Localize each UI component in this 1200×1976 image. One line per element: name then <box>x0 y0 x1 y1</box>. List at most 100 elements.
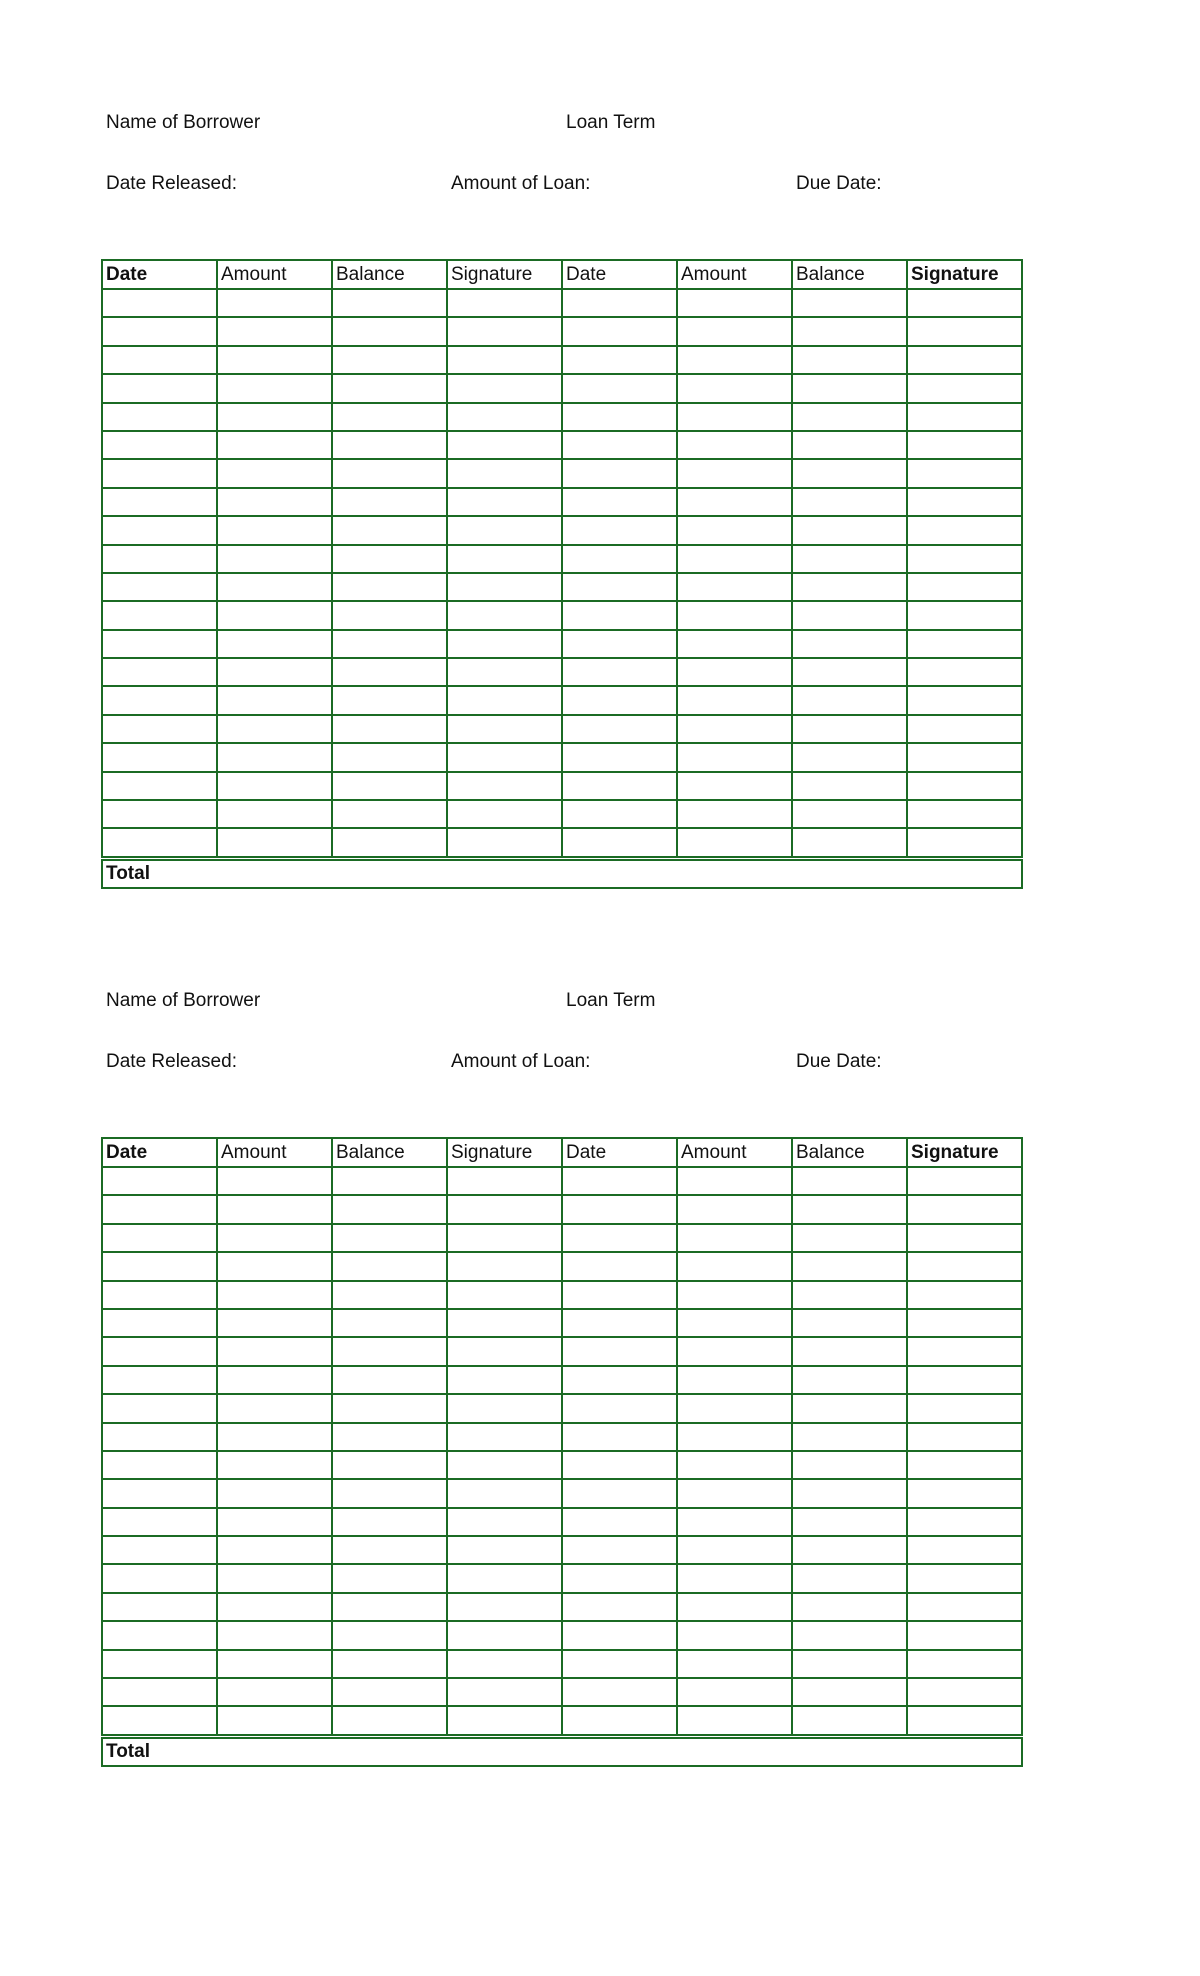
table-cell[interactable] <box>331 543 448 574</box>
table-cell[interactable] <box>561 827 678 860</box>
table-cell[interactable] <box>101 543 218 574</box>
table-cell[interactable] <box>676 486 793 518</box>
table-cell[interactable] <box>906 458 1023 489</box>
table-cell[interactable] <box>676 799 793 830</box>
table-cell[interactable] <box>676 1620 793 1651</box>
table-cell[interactable] <box>676 713 793 745</box>
table-cell[interactable] <box>446 600 563 631</box>
table-cell[interactable] <box>906 486 1023 518</box>
table-cell[interactable] <box>906 1279 1023 1310</box>
table-cell[interactable] <box>216 1364 333 1396</box>
table-cell[interactable] <box>906 713 1023 745</box>
table-cell[interactable] <box>446 1620 563 1651</box>
table-cell[interactable] <box>216 1620 333 1651</box>
table-cell[interactable] <box>446 1506 563 1538</box>
table-cell[interactable] <box>101 657 218 688</box>
table-cell[interactable] <box>906 1705 1023 1738</box>
table-cell[interactable] <box>676 316 793 347</box>
table-cell[interactable] <box>101 1165 218 1197</box>
table-cell[interactable] <box>561 1165 678 1197</box>
table-cell[interactable] <box>791 1364 908 1396</box>
table-cell[interactable] <box>791 1336 908 1367</box>
table-cell[interactable] <box>216 713 333 745</box>
table-cell[interactable] <box>906 657 1023 688</box>
table-cell[interactable] <box>446 1591 563 1623</box>
table-cell[interactable] <box>446 486 563 518</box>
table-cell[interactable] <box>331 1535 448 1566</box>
table-cell[interactable] <box>906 1222 1023 1254</box>
table-cell[interactable] <box>101 571 218 603</box>
table-cell[interactable] <box>791 799 908 830</box>
table-cell[interactable] <box>216 1222 333 1254</box>
table-cell[interactable] <box>101 1194 218 1225</box>
table-cell[interactable] <box>216 1449 333 1481</box>
table-cell[interactable] <box>446 401 563 432</box>
table-cell[interactable] <box>216 1421 333 1452</box>
table-cell[interactable] <box>446 827 563 860</box>
table-cell[interactable] <box>331 1478 448 1509</box>
table-cell[interactable] <box>561 1364 678 1396</box>
table-cell[interactable] <box>676 373 793 404</box>
table-cell[interactable] <box>561 287 678 319</box>
table-cell[interactable] <box>906 571 1023 603</box>
table-cell[interactable] <box>561 1222 678 1254</box>
table-cell[interactable] <box>216 1307 333 1339</box>
table-cell[interactable] <box>101 1336 218 1367</box>
table-cell[interactable] <box>676 1421 793 1452</box>
table-cell[interactable] <box>791 1563 908 1594</box>
table-cell[interactable] <box>446 373 563 404</box>
table-cell[interactable] <box>216 515 333 546</box>
table-cell[interactable] <box>331 515 448 546</box>
table-cell[interactable] <box>216 458 333 489</box>
table-cell[interactable] <box>446 429 563 461</box>
table-cell[interactable] <box>561 1393 678 1424</box>
table-cell[interactable] <box>101 827 218 860</box>
table-cell[interactable] <box>101 1222 218 1254</box>
table-cell[interactable] <box>216 1478 333 1509</box>
table-cell[interactable] <box>331 571 448 603</box>
table-cell[interactable] <box>676 1393 793 1424</box>
table-cell[interactable] <box>676 1535 793 1566</box>
table-cell[interactable] <box>791 316 908 347</box>
table-cell[interactable] <box>906 1251 1023 1282</box>
table-cell[interactable] <box>676 287 793 319</box>
table-cell[interactable] <box>791 401 908 432</box>
table-cell[interactable] <box>216 1194 333 1225</box>
table-cell[interactable] <box>446 770 563 802</box>
table-cell[interactable] <box>906 429 1023 461</box>
table-cell[interactable] <box>561 1449 678 1481</box>
table-cell[interactable] <box>101 628 218 660</box>
table-cell[interactable] <box>446 458 563 489</box>
table-cell[interactable] <box>101 486 218 518</box>
table-cell[interactable] <box>216 1677 333 1708</box>
table-cell[interactable] <box>906 543 1023 574</box>
table-cell[interactable] <box>561 429 678 461</box>
table-cell[interactable] <box>791 571 908 603</box>
table-cell[interactable] <box>791 1307 908 1339</box>
table-cell[interactable] <box>446 1449 563 1481</box>
table-cell[interactable] <box>101 713 218 745</box>
table-cell[interactable] <box>216 770 333 802</box>
table-cell[interactable] <box>101 1648 218 1680</box>
table-cell[interactable] <box>676 1165 793 1197</box>
table-cell[interactable] <box>676 1563 793 1594</box>
table-cell[interactable] <box>561 1591 678 1623</box>
table-cell[interactable] <box>331 429 448 461</box>
table-cell[interactable] <box>906 600 1023 631</box>
table-cell[interactable] <box>676 1449 793 1481</box>
table-cell[interactable] <box>676 628 793 660</box>
table-cell[interactable] <box>216 401 333 432</box>
table-cell[interactable] <box>216 1705 333 1738</box>
table-cell[interactable] <box>446 1563 563 1594</box>
table-cell[interactable] <box>101 429 218 461</box>
table-cell[interactable] <box>676 1336 793 1367</box>
table-cell[interactable] <box>216 373 333 404</box>
table-cell[interactable] <box>791 373 908 404</box>
table-cell[interactable] <box>446 713 563 745</box>
table-cell[interactable] <box>561 515 678 546</box>
table-cell[interactable] <box>101 799 218 830</box>
table-cell[interactable] <box>446 1478 563 1509</box>
table-cell[interactable] <box>676 1222 793 1254</box>
table-cell[interactable] <box>101 1506 218 1538</box>
table-cell[interactable] <box>561 1563 678 1594</box>
